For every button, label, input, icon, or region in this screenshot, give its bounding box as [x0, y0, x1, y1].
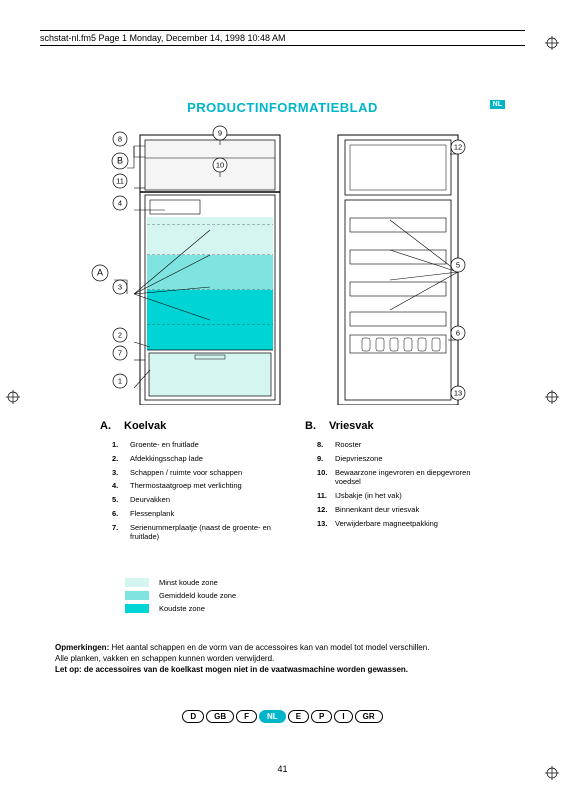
- item-text: Verwijderbare magneetpakking: [335, 519, 480, 529]
- svg-text:10: 10: [216, 161, 224, 170]
- svg-text:2: 2: [118, 331, 122, 340]
- note-line-2: Alle planken, vakken en schappen kunnen …: [55, 653, 510, 664]
- note-line-3: Let op: de accessoires van de koelkast m…: [55, 664, 510, 675]
- item-number: 1.: [112, 440, 130, 450]
- list-item: 9.Diepvrieszone: [305, 454, 480, 464]
- item-text: IJsbakje (in het vak): [335, 491, 480, 501]
- language-badge: NL: [490, 100, 505, 109]
- legend-label: Minst koude zone: [159, 578, 218, 587]
- language-pill-nl[interactable]: NL: [259, 710, 286, 723]
- language-pill-gr[interactable]: GR: [355, 710, 383, 723]
- item-number: 12.: [317, 505, 335, 515]
- diagram-svg: 8 B 11 A 3 4 2 7 1 9 10 12 5 6 13: [90, 125, 470, 405]
- section-title: B.Vriesvak: [305, 420, 480, 432]
- item-number: 10.: [317, 468, 335, 488]
- svg-text:11: 11: [116, 177, 124, 186]
- item-number: 11.: [317, 491, 335, 501]
- item-text: Flessenplank: [130, 509, 275, 519]
- crop-mark-ml: [6, 390, 20, 404]
- section-letter: A.: [100, 420, 124, 432]
- list-item: 2.Afdekkingsschap lade: [100, 454, 275, 464]
- language-pill-gb[interactable]: GB: [206, 710, 234, 723]
- svg-text:8: 8: [118, 135, 122, 144]
- list-item: 7.Serienummerplaatje (naast de groente- …: [100, 523, 275, 543]
- product-diagram: 8 B 11 A 3 4 2 7 1 9 10 12 5 6 13: [90, 125, 470, 405]
- item-text: Rooster: [335, 440, 480, 450]
- legend-row: Gemiddeld koude zone: [125, 591, 236, 600]
- item-text: Thermostaatgroep met verlichting: [130, 481, 275, 491]
- list-item: 8.Rooster: [305, 440, 480, 450]
- note-line-1: Opmerkingen: Het aantal schappen en de v…: [55, 642, 510, 653]
- item-text: Bewaarzone ingevroren en diepgevroren vo…: [335, 468, 480, 488]
- legend-row: Minst koude zone: [125, 578, 236, 587]
- list-item: 5.Deurvakken: [100, 495, 275, 505]
- item-text: Schappen / ruimte voor schappen: [130, 468, 275, 478]
- sections: A.Koelvak1.Groente- en fruitlade2.Afdekk…: [100, 420, 480, 546]
- item-number: 5.: [112, 495, 130, 505]
- list-item: 1.Groente- en fruitlade: [100, 440, 275, 450]
- crop-mark-tr: [545, 36, 559, 50]
- item-text: Groente- en fruitlade: [130, 440, 275, 450]
- note-text-1: Het aantal schappen en de vorm van de ac…: [109, 643, 429, 652]
- list-item: 10.Bewaarzone ingevroren en diepgevroren…: [305, 468, 480, 488]
- notes-block: Opmerkingen: Het aantal schappen en de v…: [55, 642, 510, 676]
- language-pill-i[interactable]: I: [334, 710, 352, 723]
- language-selector: DGBFNLEPIGR: [0, 710, 565, 723]
- list-item: 12.Binnenkant deur vriesvak: [305, 505, 480, 515]
- note-label: Opmerkingen:: [55, 643, 109, 652]
- language-pill-e[interactable]: E: [288, 710, 309, 723]
- section-title: A.Koelvak: [100, 420, 275, 432]
- svg-text:4: 4: [118, 199, 122, 208]
- item-text: Afdekkingsschap lade: [130, 454, 275, 464]
- language-pill-f[interactable]: F: [236, 710, 257, 723]
- section-a: A.Koelvak1.Groente- en fruitlade2.Afdekk…: [100, 420, 275, 546]
- section-letter: B.: [305, 420, 329, 432]
- item-number: 2.: [112, 454, 130, 464]
- item-number: 3.: [112, 468, 130, 478]
- item-text: Serienummerplaatje (naast de groente- en…: [130, 523, 275, 543]
- svg-text:9: 9: [218, 129, 222, 138]
- item-text: Deurvakken: [130, 495, 275, 505]
- page-title: PRODUCTINFORMATIEBLAD: [0, 100, 565, 115]
- item-number: 9.: [317, 454, 335, 464]
- header-text: schstat-nl.fm5 Page 1 Monday, December 1…: [40, 33, 285, 43]
- list-item: 6.Flessenplank: [100, 509, 275, 519]
- item-number: 6.: [112, 509, 130, 519]
- list-item: 4.Thermostaatgroep met verlichting: [100, 481, 275, 491]
- legend-row: Koudste zone: [125, 604, 236, 613]
- item-number: 8.: [317, 440, 335, 450]
- legend-label: Koudste zone: [159, 604, 205, 613]
- item-number: 4.: [112, 481, 130, 491]
- svg-text:7: 7: [118, 349, 122, 358]
- item-number: 13.: [317, 519, 335, 529]
- page-number: 41: [0, 764, 565, 774]
- crop-mark-mr: [545, 390, 559, 404]
- legend-label: Gemiddeld koude zone: [159, 591, 236, 600]
- legend-swatch: [125, 604, 149, 613]
- list-item: 13.Verwijderbare magneetpakking: [305, 519, 480, 529]
- language-pill-p[interactable]: P: [311, 710, 332, 723]
- item-text: Binnenkant deur vriesvak: [335, 505, 480, 515]
- svg-text:1: 1: [118, 377, 122, 386]
- section-name: Koelvak: [124, 420, 166, 432]
- svg-text:B: B: [117, 156, 123, 166]
- list-item: 3.Schappen / ruimte voor schappen: [100, 468, 275, 478]
- item-number: 7.: [112, 523, 130, 543]
- svg-text:5: 5: [456, 261, 460, 270]
- item-text: Diepvrieszone: [335, 454, 480, 464]
- section-name: Vriesvak: [329, 420, 374, 432]
- legend-swatch: [125, 578, 149, 587]
- svg-text:A: A: [97, 268, 103, 278]
- section-b: B.Vriesvak8.Rooster9.Diepvrieszone10.Bew…: [305, 420, 480, 546]
- list-item: 11.IJsbakje (in het vak): [305, 491, 480, 501]
- document-header: schstat-nl.fm5 Page 1 Monday, December 1…: [40, 30, 525, 46]
- svg-text:13: 13: [454, 389, 462, 398]
- svg-text:6: 6: [456, 329, 460, 338]
- temperature-legend: Minst koude zone Gemiddeld koude zone Koud…: [125, 578, 236, 617]
- svg-text:3: 3: [118, 283, 122, 292]
- language-pill-d[interactable]: D: [182, 710, 204, 723]
- legend-swatch: [125, 591, 149, 600]
- svg-text:12: 12: [454, 143, 462, 152]
